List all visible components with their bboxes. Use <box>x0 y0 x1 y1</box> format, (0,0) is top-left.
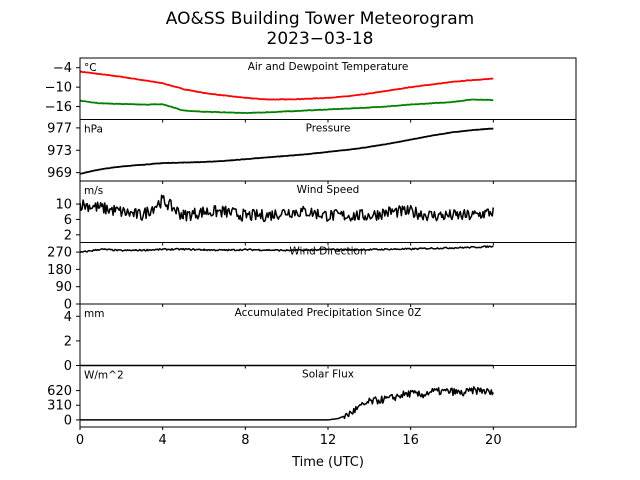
y-tick-label-2-0: 2 <box>64 228 72 243</box>
y-tick-label-3-2: 180 <box>47 263 72 278</box>
panel-title-2: Wind Speed <box>297 184 360 196</box>
y-tick-label-1-0: 969 <box>47 166 72 181</box>
x-tick-label-2: 8 <box>241 433 249 448</box>
series-line-5-0 <box>80 386 494 421</box>
series-line-0-1 <box>80 98 494 114</box>
y-tick-label-4-2: 4 <box>64 310 72 325</box>
x-tick-label-4: 16 <box>402 433 419 448</box>
panel-0: −4 −10 −16 °C Air and Dewpoint Temperature <box>45 57 577 123</box>
panel-1: 969 973 977 hPa Pressure <box>47 119 577 184</box>
y-tick-label-1-2: 977 <box>47 121 72 136</box>
unit-label-0: °C <box>84 62 97 74</box>
y-tick-label-5-2: 620 <box>47 384 72 399</box>
y-tick-label-3-1: 90 <box>55 280 72 295</box>
figure-title: AO&SS Building Tower Meteorogram <box>166 9 474 29</box>
y-tick-label-0-0: −4 <box>53 61 72 76</box>
unit-label-5: W/m^2 <box>84 370 124 382</box>
y-tick-label-0-2: −16 <box>45 100 72 115</box>
series-line-0-0 <box>79 70 494 101</box>
figure-date: 2023−03-18 <box>267 29 374 49</box>
series-line-2-0 <box>79 194 495 223</box>
y-tick-label-5-0: 0 <box>64 413 72 428</box>
unit-label-2: m/s <box>84 185 103 197</box>
series-line-3-0 <box>79 245 494 253</box>
unit-label-1: hPa <box>84 124 103 136</box>
y-tick-label-2-1: 6 <box>64 213 72 228</box>
panel-title-4: Accumulated Precipitation Since 0Z <box>235 307 422 319</box>
panels: −4 −10 −16 °C Air and Dewpoint Temperature 96… <box>45 57 577 430</box>
y-tick-label-4-1: 2 <box>64 334 72 349</box>
panel-title-5: Solar Flux <box>302 369 354 381</box>
x-tick-label-1: 4 <box>159 433 167 448</box>
x-tick-label-5: 20 <box>485 433 502 448</box>
y-tick-label-4-0: 0 <box>64 359 72 374</box>
panel-3: 0 90 180 270 Wind Direction <box>47 242 577 313</box>
y-tick-label-1-1: 973 <box>47 144 72 159</box>
series-line-1-0 <box>79 127 494 175</box>
unit-label-4: mm <box>84 308 104 320</box>
y-tick-label-3-0: 0 <box>64 298 72 313</box>
y-tick-label-3-3: 270 <box>47 246 72 261</box>
panel-title-0: Air and Dewpoint Temperature <box>248 61 409 73</box>
x-axis: 0 4 8 12 16 20 <box>76 433 502 448</box>
x-axis-label: Time (UTC) <box>291 455 364 470</box>
panel-4: 0 2 4 mm Accumulated Precipitation Since 0Z <box>64 303 577 374</box>
panel-title-1: Pressure <box>306 123 351 135</box>
y-tick-label-2-2: 10 <box>55 198 72 213</box>
x-tick-label-3: 12 <box>320 433 337 448</box>
x-tick-label-0: 0 <box>76 433 84 448</box>
panel-title-3: Wind Direction <box>289 246 366 258</box>
y-tick-label-0-1: −10 <box>45 81 72 96</box>
y-tick-label-5-1: 310 <box>47 399 72 414</box>
